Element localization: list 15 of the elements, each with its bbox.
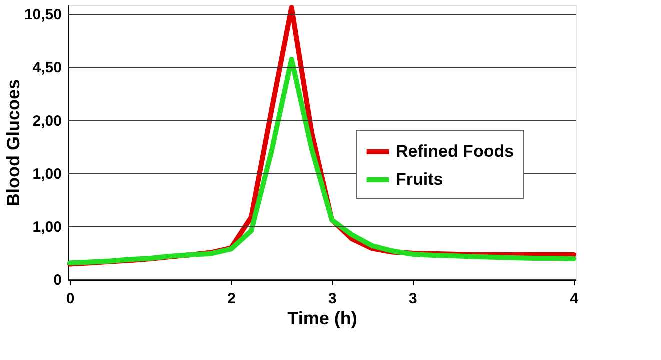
- text: 4,50: [32, 60, 62, 77]
- text: 1,00: [32, 166, 62, 183]
- x-tick-label: 3: [409, 290, 418, 308]
- legend-label: Refined Foods: [396, 142, 514, 161]
- x-tick-label: 2: [228, 290, 236, 308]
- y-axis-title: Blood Glucoes: [4, 79, 24, 207]
- x-tick-label: 4: [570, 290, 580, 308]
- text: 0: [54, 272, 62, 289]
- x-tick-label: 3: [328, 290, 337, 308]
- text: 2,00: [32, 112, 62, 130]
- text: 1,00: [32, 218, 62, 236]
- text: 10,50: [24, 6, 62, 24]
- x-axis-title: Time (h): [288, 308, 358, 328]
- legend-label: Fruits: [396, 170, 444, 189]
- x-tick-label: 0: [66, 290, 75, 308]
